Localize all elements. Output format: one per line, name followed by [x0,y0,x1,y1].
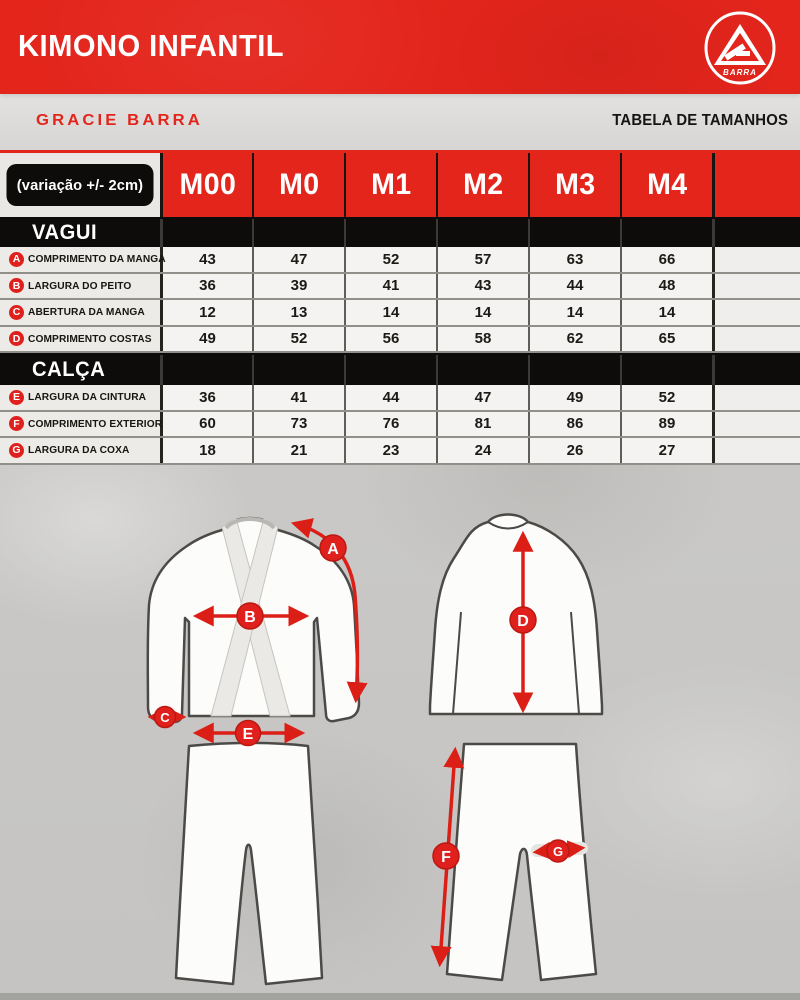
marker-badge-A: A [319,534,347,562]
marker-badge-C: C [153,705,177,729]
letter-badge: C [9,304,24,320]
table-row-sleeve-opening: C ABERTURA DA MANGA 12 13 14 14 14 14 [0,300,800,327]
marker-badge-G: G [546,839,570,863]
svg-text:G: G [553,844,563,859]
row-label: LARGURA DA COXA [28,444,130,457]
jacket-back-diagram: D [428,513,604,716]
marker-badge-B: B [236,602,264,630]
table-header-row: (variação +/- 2cm) M00 M0 M1 M2 M3 M4 [0,153,800,217]
bottom-shadow [0,993,800,1000]
table-row-outer-length: F COMPRIMENTO EXTERIOR 60 73 76 81 86 89 [0,411,800,438]
measurement-diagrams: A B C D [0,510,800,1000]
size-col-m00: M00 [160,153,252,217]
letter-badge: B [9,278,24,294]
row-label: LARGURA DO PEITO [28,279,132,292]
size-table: (variação +/- 2cm) M00 M0 M1 M2 M3 M4 VA… [0,153,800,465]
pants-back-diagram: F G [430,742,598,982]
size-col-m1: M1 [344,153,436,217]
row-label: COMPRIMENTO COSTAS [28,332,152,345]
row-label: LARGURA DA CINTURA [28,391,147,404]
size-col-m3: M3 [528,153,620,217]
table-row-back-length: D COMPRIMENTO COSTAS 49 52 56 58 62 65 [0,326,800,353]
svg-text:F: F [441,849,451,866]
header-bar [0,0,800,94]
brand-wordmark: GRACIE BARRA [36,112,203,129]
logo-barra-text: BARRA [723,68,757,77]
row-label: COMPRIMENTO DA MANGA [28,253,166,266]
svg-text:C: C [160,710,170,725]
marker-badge-D: D [509,606,537,634]
letter-badge: D [9,331,24,347]
svg-text:A: A [327,541,339,558]
section-name: CALÇA [32,358,106,381]
row-label: ABERTURA DA MANGA [28,306,145,319]
size-col-empty [712,153,800,217]
pants-front-diagram: E [174,719,324,986]
letter-badge: F [9,416,24,432]
variation-note: (variação +/- 2cm) [6,164,154,206]
gracie-barra-logo-icon: BARRA [702,11,778,90]
table-title: TABELA DE TAMANHOS [612,112,788,129]
letter-badge: G [9,442,24,458]
size-col-m2: M2 [436,153,528,217]
section-name: VAGUI [32,221,98,244]
table-row-sleeve-length: A COMPRIMENTO DA MANGA 43 47 52 57 63 66 [0,247,800,274]
svg-text:D: D [517,613,529,630]
svg-text:B: B [244,609,256,626]
letter-badge: E [9,389,24,405]
svg-text:E: E [243,726,254,743]
garment-diagram-svg: A B C D [146,513,604,986]
letter-badge: A [9,251,24,267]
red-divider [0,150,800,153]
section-row-jacket: VAGUI [0,217,800,247]
jacket-front-diagram: A B C [146,516,368,729]
variation-cell: (variação +/- 2cm) [0,153,160,217]
size-col-m0: M0 [252,153,344,217]
sub-header-strip [0,94,800,150]
section-row-pants: CALÇA [0,353,800,385]
marker-badge-E: E [234,719,262,747]
page-title: KIMONO INFANTIL [18,28,285,63]
size-col-m4: M4 [620,153,712,217]
row-label: COMPRIMENTO EXTERIOR [28,417,163,430]
table-row-chest-width: B LARGURA DO PEITO 36 39 41 43 44 48 [0,273,800,300]
table-row-waist-width: E LARGURA DA CINTURA 36 41 44 47 49 52 [0,385,800,412]
marker-badge-F: F [432,842,460,870]
table-row-thigh-width: G LARGURA DA COXA 18 21 23 24 26 27 [0,438,800,465]
